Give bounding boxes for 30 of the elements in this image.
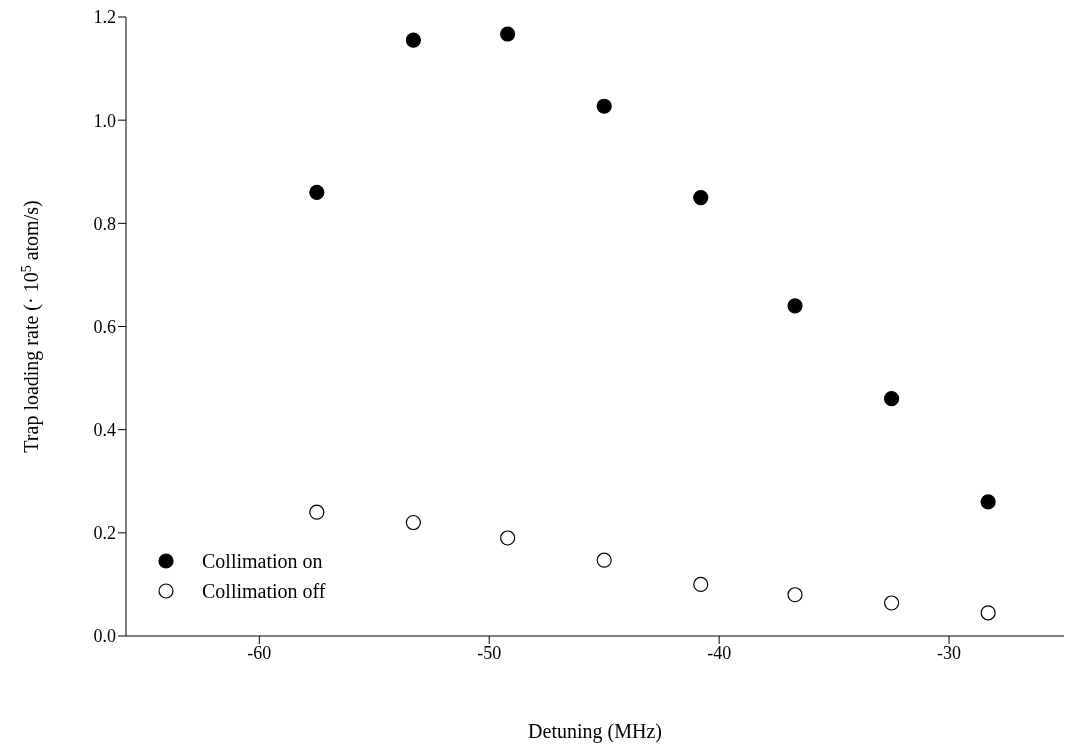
point xyxy=(693,189,709,206)
point xyxy=(500,530,516,546)
point xyxy=(596,552,612,568)
y-tick-label: 0.4 xyxy=(93,420,116,441)
point xyxy=(500,26,516,42)
point xyxy=(405,32,421,48)
y-tick-label: 0.2 xyxy=(93,523,116,544)
y-tick-label: 0.8 xyxy=(93,213,116,234)
point xyxy=(309,184,325,200)
point xyxy=(693,576,709,593)
x-tick-label: -30 xyxy=(937,642,962,663)
point xyxy=(309,504,325,520)
point xyxy=(787,298,803,314)
y-tick-label: 1.2 xyxy=(93,7,116,28)
point xyxy=(980,494,996,510)
point xyxy=(405,514,421,531)
x-tick-label: -40 xyxy=(707,642,732,663)
y-tick-label: 0.6 xyxy=(93,316,116,337)
y-tick-label: 0.0 xyxy=(93,626,116,647)
point xyxy=(883,595,900,611)
x-axis-title: Detuning (MHz) xyxy=(528,720,662,743)
x-tick-label: -60 xyxy=(247,642,272,663)
y-tick-label: 1.0 xyxy=(93,110,116,131)
x-tick-label: -50 xyxy=(477,642,502,663)
legend-label: Collimation on xyxy=(202,549,323,573)
point xyxy=(596,98,612,114)
point xyxy=(883,391,900,407)
legend-label: Collimation off xyxy=(202,579,326,603)
point xyxy=(787,587,803,603)
point xyxy=(980,605,996,621)
